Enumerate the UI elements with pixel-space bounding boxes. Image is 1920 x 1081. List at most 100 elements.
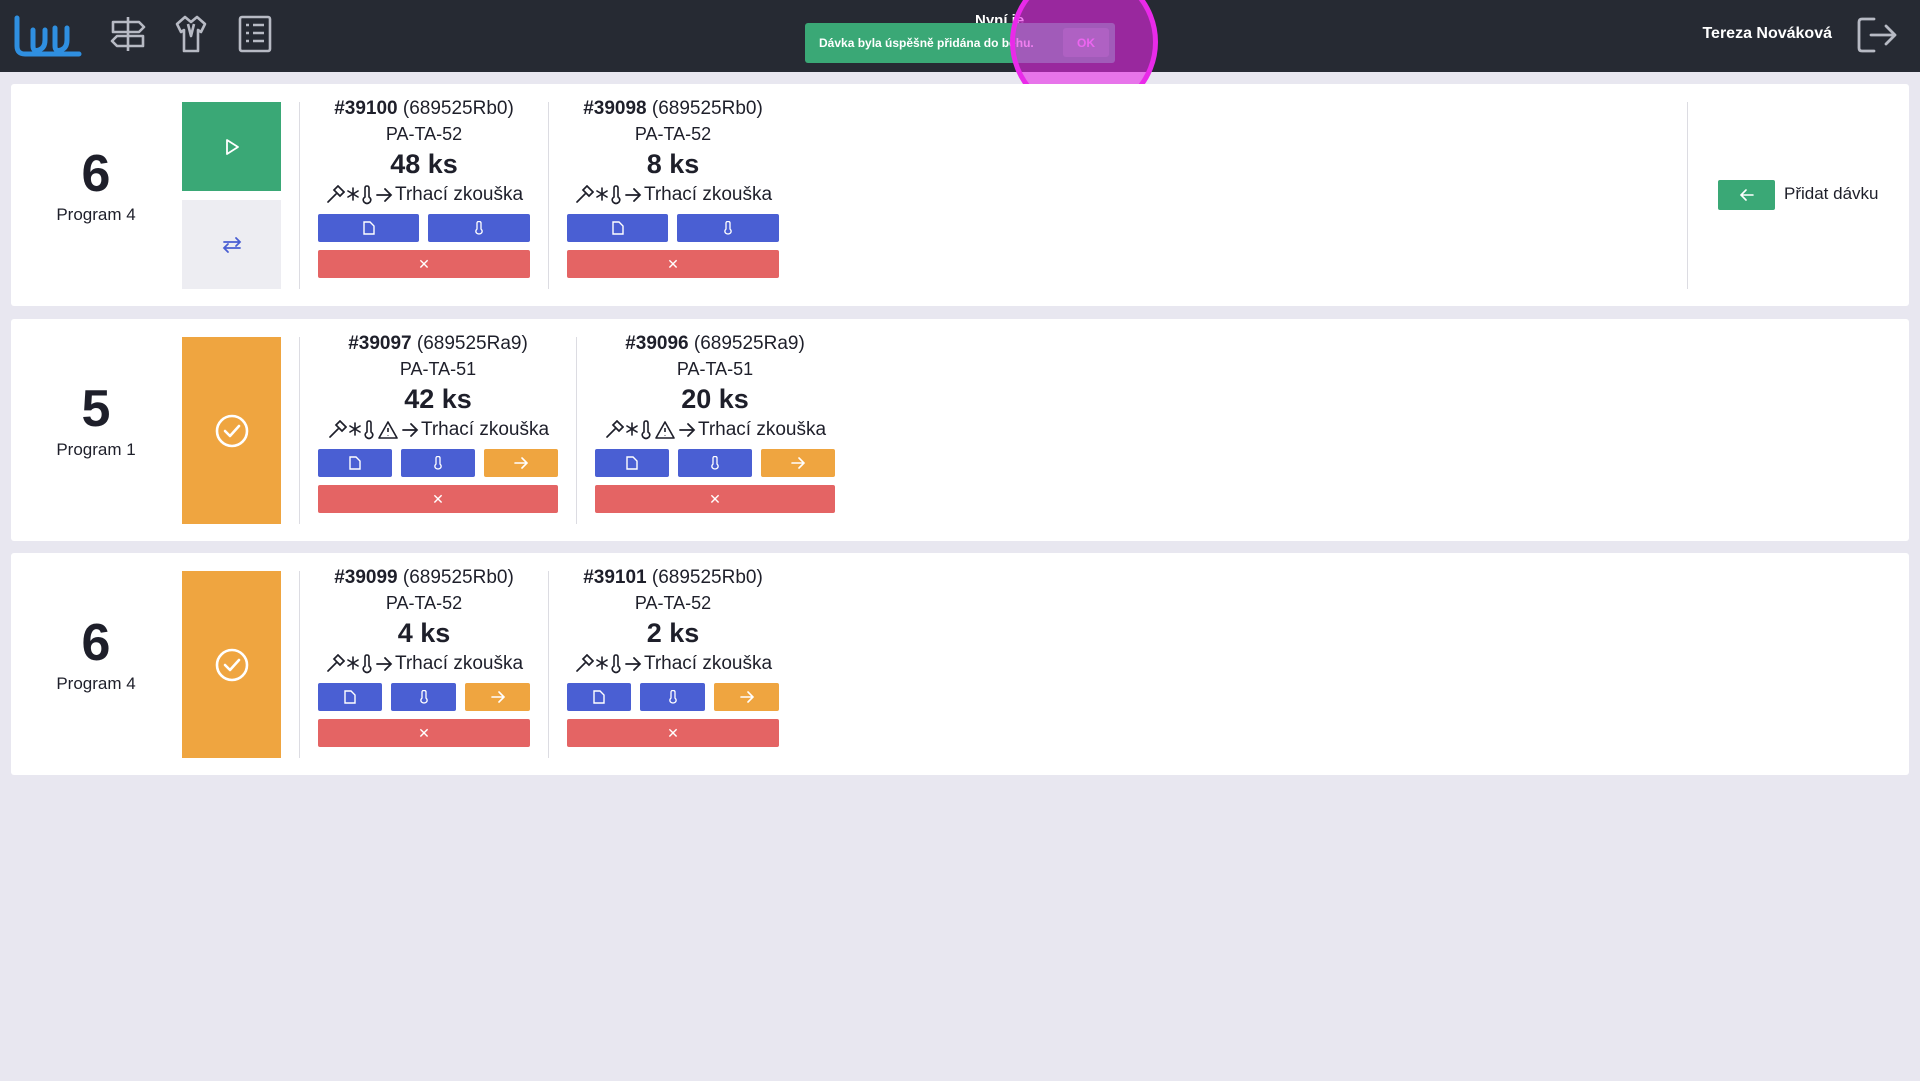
snow-thermometer-icon bbox=[596, 185, 621, 205]
add-batch-button[interactable] bbox=[1718, 180, 1775, 210]
shirt-icon[interactable] bbox=[171, 14, 211, 54]
batch-quantity: 48 ks bbox=[390, 149, 458, 179]
batch-quantity: 8 ks bbox=[646, 149, 700, 179]
batch-quantity: 4 ks bbox=[397, 618, 451, 648]
thermometer-icon bbox=[724, 221, 732, 235]
batch-ref: (689525Rb0) bbox=[402, 98, 514, 119]
batch-ref: (689525Rb0) bbox=[651, 567, 763, 588]
document-button[interactable] bbox=[567, 683, 631, 711]
forward-button[interactable] bbox=[484, 449, 558, 477]
batch-id: #39101 bbox=[583, 567, 647, 588]
list-icon[interactable] bbox=[235, 14, 275, 54]
temperature-button[interactable] bbox=[391, 683, 456, 711]
remove-batch-button[interactable]: ✕ bbox=[567, 719, 779, 747]
batch-id: #39099 bbox=[334, 567, 398, 588]
divider bbox=[548, 102, 549, 289]
arrow-right-icon bbox=[625, 188, 642, 202]
row-number: 6 bbox=[81, 145, 111, 203]
temperature-button[interactable] bbox=[677, 214, 779, 242]
done-button[interactable] bbox=[182, 337, 281, 524]
snow-thermometer-icon bbox=[347, 185, 372, 205]
row-number: 6 bbox=[81, 614, 111, 672]
batch-ref: (689525Rb0) bbox=[651, 98, 763, 119]
divider bbox=[299, 337, 300, 524]
route-label: Trhací zkouška bbox=[394, 184, 524, 205]
batch-card: #39097 (689525Ra9) PA-TA-51 42 ks Trhací… bbox=[318, 333, 558, 513]
batch-ref: (689525Ra9) bbox=[693, 333, 805, 354]
production-row: 6 Program 4 #39100 (689525Rb0) PA-TA-52 … bbox=[11, 84, 1909, 306]
remove-batch-button[interactable]: ✕ bbox=[318, 250, 530, 278]
row-program: Program 4 bbox=[56, 674, 136, 693]
hammer-icon bbox=[606, 420, 624, 438]
batch-id: #39097 bbox=[348, 333, 412, 354]
document-button[interactable] bbox=[318, 449, 392, 477]
route-label: Trhací zkouška bbox=[643, 184, 773, 205]
document-button[interactable] bbox=[567, 214, 668, 242]
remove-batch-button[interactable]: ✕ bbox=[318, 485, 558, 513]
batch-card: #39100 (689525Rb0) PA-TA-52 48 ks Trhací… bbox=[318, 98, 530, 278]
temperature-button[interactable] bbox=[428, 214, 530, 242]
play-button[interactable] bbox=[182, 102, 281, 191]
remove-batch-button[interactable]: ✕ bbox=[318, 719, 530, 747]
batch-id-line: #39096 (689525Ra9) bbox=[595, 333, 835, 355]
document-button[interactable] bbox=[318, 683, 382, 711]
warning-icon bbox=[655, 421, 675, 439]
divider bbox=[299, 102, 300, 289]
swap-button[interactable] bbox=[182, 200, 281, 289]
hammer-icon bbox=[576, 185, 594, 203]
thermometer-icon bbox=[711, 456, 719, 470]
batch-route: Trhací zkouška bbox=[318, 184, 530, 206]
document-button[interactable] bbox=[595, 449, 669, 477]
route-label: Trhací zkouška bbox=[697, 419, 827, 440]
forward-button[interactable] bbox=[714, 683, 779, 711]
signpost-icon[interactable] bbox=[108, 14, 148, 54]
document-icon bbox=[349, 456, 361, 470]
batch-route: Trhací zkouška bbox=[567, 653, 779, 675]
check-circle-icon bbox=[215, 414, 248, 447]
logo-icon[interactable] bbox=[13, 14, 83, 60]
document-icon bbox=[344, 690, 356, 704]
batch-ref: (689525Ra9) bbox=[416, 333, 528, 354]
snow-thermometer-icon bbox=[596, 654, 621, 674]
batch-card: #39098 (689525Rb0) PA-TA-52 8 ks Trhací … bbox=[567, 98, 779, 278]
arrow-right-icon bbox=[376, 188, 393, 202]
snow-thermometer-icon bbox=[347, 654, 372, 674]
add-batch-label[interactable]: Přidat dávku bbox=[1784, 184, 1879, 203]
route-label: Trhací zkouška bbox=[394, 653, 524, 674]
hammer-icon bbox=[576, 654, 594, 672]
document-icon bbox=[593, 690, 605, 704]
batch-id-line: #39100 (689525Rb0) bbox=[318, 98, 530, 120]
forward-button[interactable] bbox=[465, 683, 530, 711]
thermometer-icon bbox=[434, 456, 442, 470]
batch-code: PA-TA-52 bbox=[634, 124, 712, 144]
batch-card: #39101 (689525Rb0) PA-TA-52 2 ks Trhací … bbox=[567, 567, 779, 747]
batch-id: #39096 bbox=[625, 333, 689, 354]
remove-batch-button[interactable]: ✕ bbox=[567, 250, 779, 278]
temperature-button[interactable] bbox=[678, 449, 752, 477]
temperature-button[interactable] bbox=[640, 683, 705, 711]
toast-ok-button[interactable]: OK bbox=[1063, 28, 1109, 57]
batch-card: #39096 (689525Ra9) PA-TA-51 20 ks Trhací… bbox=[595, 333, 835, 513]
batch-id-line: #39099 (689525Rb0) bbox=[318, 567, 530, 589]
forward-button[interactable] bbox=[761, 449, 835, 477]
done-button[interactable] bbox=[182, 571, 281, 758]
logout-icon[interactable] bbox=[1856, 15, 1898, 55]
arrow-right-icon bbox=[376, 657, 393, 671]
arrow-right-icon bbox=[514, 457, 528, 469]
row-program: Program 1 bbox=[56, 440, 136, 459]
batch-route: Trhací zkouška bbox=[318, 653, 530, 675]
swap-icon bbox=[222, 236, 241, 253]
temperature-button[interactable] bbox=[401, 449, 475, 477]
divider bbox=[299, 571, 300, 758]
divider bbox=[576, 337, 577, 524]
remove-batch-button[interactable]: ✕ bbox=[595, 485, 835, 513]
document-icon bbox=[611, 221, 624, 235]
document-button[interactable] bbox=[318, 214, 419, 242]
thermometer-icon bbox=[668, 690, 677, 704]
check-circle-icon bbox=[215, 648, 248, 681]
row-program: Program 4 bbox=[56, 205, 136, 224]
production-row: 6 Program 4 #39099 (689525Rb0) PA-TA-52 … bbox=[11, 553, 1909, 775]
document-icon bbox=[362, 221, 375, 235]
thermometer-icon bbox=[475, 221, 483, 235]
batch-quantity: 2 ks bbox=[646, 618, 700, 648]
